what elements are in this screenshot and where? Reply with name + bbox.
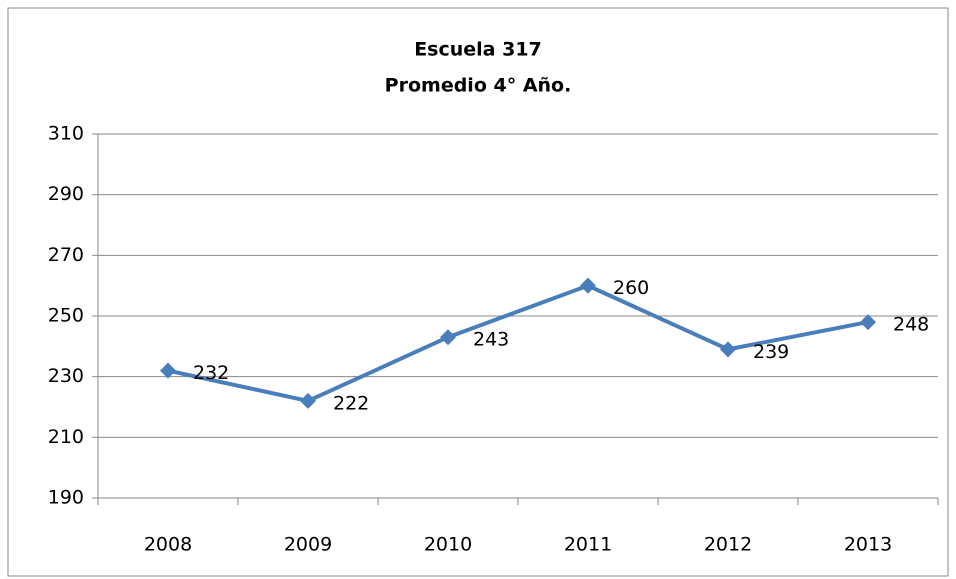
data-point <box>860 314 876 331</box>
x-tick-label: 2011 <box>564 534 612 556</box>
data-label: 248 <box>893 314 929 336</box>
data-label: 239 <box>753 341 789 363</box>
y-tick-label: 210 <box>48 426 84 448</box>
data-point <box>720 341 736 358</box>
data-line <box>167 283 869 403</box>
y-tick-label: 190 <box>48 487 84 509</box>
chart-subtitle: Promedio 4° Año. <box>385 75 572 97</box>
y-tick-label: 230 <box>48 365 84 387</box>
x-tick-label: 2009 <box>284 534 332 556</box>
data-point <box>160 362 176 379</box>
x-tick-label: 2013 <box>844 534 892 556</box>
y-tick-label: 310 <box>48 123 84 145</box>
y-tick-label: 270 <box>48 244 84 266</box>
data-point <box>580 277 596 294</box>
data-point <box>440 329 456 346</box>
y-tick-label: 250 <box>48 305 84 327</box>
x-tick-label: 2010 <box>424 534 472 556</box>
data-label: 260 <box>613 277 649 299</box>
y-tick-label: 290 <box>48 183 84 205</box>
x-tick-label: 2012 <box>704 534 752 556</box>
data-label: 232 <box>193 362 229 384</box>
data-label: 222 <box>333 392 369 414</box>
x-tick-label: 2008 <box>144 534 192 556</box>
chart-frame <box>7 7 949 577</box>
data-label: 243 <box>473 329 509 351</box>
data-point <box>300 392 316 409</box>
chart-title: Escuela 317 <box>414 39 542 61</box>
